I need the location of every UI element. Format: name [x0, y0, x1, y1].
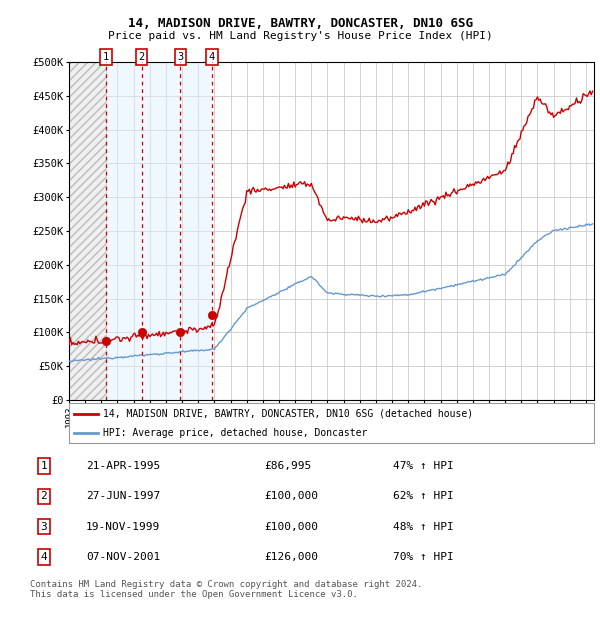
Text: 27-JUN-1997: 27-JUN-1997 — [86, 492, 160, 502]
Text: 62% ↑ HPI: 62% ↑ HPI — [392, 492, 454, 502]
Text: 14, MADISON DRIVE, BAWTRY, DONCASTER, DN10 6SG: 14, MADISON DRIVE, BAWTRY, DONCASTER, DN… — [128, 17, 473, 30]
Text: HPI: Average price, detached house, Doncaster: HPI: Average price, detached house, Donc… — [103, 428, 367, 438]
Bar — [180, 62, 212, 400]
Text: Contains HM Land Registry data © Crown copyright and database right 2024.
This d: Contains HM Land Registry data © Crown c… — [30, 580, 422, 599]
Bar — [142, 62, 180, 400]
Text: 1: 1 — [41, 461, 47, 471]
Text: 21-APR-1995: 21-APR-1995 — [86, 461, 160, 471]
Text: 48% ↑ HPI: 48% ↑ HPI — [392, 521, 454, 531]
Text: 19-NOV-1999: 19-NOV-1999 — [86, 521, 160, 531]
Bar — [69, 62, 106, 400]
Text: 3: 3 — [177, 52, 184, 62]
Text: 14, MADISON DRIVE, BAWTRY, DONCASTER, DN10 6SG (detached house): 14, MADISON DRIVE, BAWTRY, DONCASTER, DN… — [103, 409, 473, 419]
Text: £86,995: £86,995 — [265, 461, 311, 471]
Text: £100,000: £100,000 — [265, 521, 319, 531]
Text: £126,000: £126,000 — [265, 552, 319, 562]
Text: 2: 2 — [139, 52, 145, 62]
Bar — [106, 62, 142, 400]
Text: 47% ↑ HPI: 47% ↑ HPI — [392, 461, 454, 471]
Text: 1: 1 — [103, 52, 109, 62]
Text: £100,000: £100,000 — [265, 492, 319, 502]
Text: 4: 4 — [209, 52, 215, 62]
Text: 70% ↑ HPI: 70% ↑ HPI — [392, 552, 454, 562]
Text: 07-NOV-2001: 07-NOV-2001 — [86, 552, 160, 562]
Text: Price paid vs. HM Land Registry's House Price Index (HPI): Price paid vs. HM Land Registry's House … — [107, 31, 493, 41]
Text: 3: 3 — [41, 521, 47, 531]
Text: 2: 2 — [41, 492, 47, 502]
Text: 4: 4 — [41, 552, 47, 562]
